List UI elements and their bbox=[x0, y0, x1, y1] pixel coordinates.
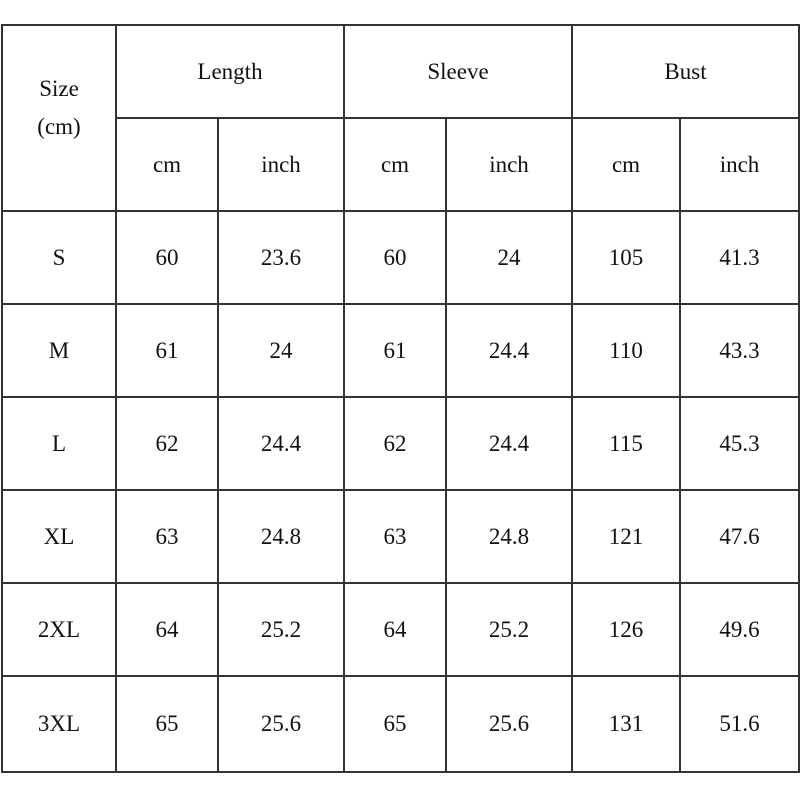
value-cell: 25.6 bbox=[217, 675, 345, 773]
value-cell: 43.3 bbox=[679, 303, 800, 398]
size-cell: L bbox=[1, 396, 117, 491]
header-row-units: cm inch cm inch cm inch bbox=[2, 117, 800, 212]
value-cell: 63 bbox=[115, 489, 219, 584]
unit-header: inch bbox=[679, 117, 800, 212]
size-cell: XL bbox=[1, 489, 117, 584]
value-cell: 64 bbox=[343, 582, 447, 677]
value-cell: 110 bbox=[571, 303, 681, 398]
value-cell: 60 bbox=[115, 210, 219, 305]
size-unit: (cm) bbox=[37, 114, 81, 139]
size-label: Size bbox=[39, 76, 79, 101]
table-row: S 60 23.6 60 24 105 41.3 bbox=[1, 210, 800, 305]
header-row-groups: Size (cm) Length Sleeve Bust bbox=[1, 24, 800, 212]
size-cell: 3XL bbox=[1, 675, 117, 773]
value-cell: 24.8 bbox=[445, 489, 573, 584]
value-cell: 45.3 bbox=[679, 396, 800, 491]
value-cell: 126 bbox=[571, 582, 681, 677]
size-chart-table: Size (cm) Length Sleeve Bust cm inch cm … bbox=[1, 24, 800, 773]
value-cell: 24.8 bbox=[217, 489, 345, 584]
value-cell: 23.6 bbox=[217, 210, 345, 305]
table-row: M 61 24 61 24.4 110 43.3 bbox=[1, 303, 800, 398]
length-header: Length bbox=[115, 24, 345, 119]
value-cell: 60 bbox=[343, 210, 447, 305]
table-row: L 62 24.4 62 24.4 115 45.3 bbox=[1, 396, 800, 491]
table-row: 2XL 64 25.2 64 25.2 126 49.6 bbox=[1, 582, 800, 677]
value-cell: 24.4 bbox=[445, 303, 573, 398]
value-cell: 105 bbox=[571, 210, 681, 305]
unit-header: cm bbox=[343, 117, 447, 212]
unit-header: inch bbox=[445, 117, 573, 212]
unit-header: cm bbox=[571, 117, 681, 212]
value-cell: 25.2 bbox=[445, 582, 573, 677]
value-cell: 25.6 bbox=[445, 675, 573, 773]
value-cell: 65 bbox=[115, 675, 219, 773]
value-cell: 24.4 bbox=[217, 396, 345, 491]
size-cell: S bbox=[1, 210, 117, 305]
value-cell: 61 bbox=[343, 303, 447, 398]
unit-header: inch bbox=[217, 117, 345, 212]
value-cell: 49.6 bbox=[679, 582, 800, 677]
value-cell: 65 bbox=[343, 675, 447, 773]
value-cell: 47.6 bbox=[679, 489, 800, 584]
size-cell: 2XL bbox=[1, 582, 117, 677]
value-cell: 115 bbox=[571, 396, 681, 491]
value-cell: 51.6 bbox=[679, 675, 800, 773]
value-cell: 24 bbox=[445, 210, 573, 305]
value-cell: 62 bbox=[343, 396, 447, 491]
table-row: XL 63 24.8 63 24.8 121 47.6 bbox=[1, 489, 800, 584]
sleeve-header: Sleeve bbox=[343, 24, 573, 119]
size-header: Size (cm) bbox=[1, 24, 117, 212]
size-cell: M bbox=[1, 303, 117, 398]
bust-header: Bust bbox=[571, 24, 800, 119]
value-cell: 61 bbox=[115, 303, 219, 398]
value-cell: 24.4 bbox=[445, 396, 573, 491]
value-cell: 121 bbox=[571, 489, 681, 584]
value-cell: 62 bbox=[115, 396, 219, 491]
value-cell: 24 bbox=[217, 303, 345, 398]
value-cell: 63 bbox=[343, 489, 447, 584]
value-cell: 25.2 bbox=[217, 582, 345, 677]
value-cell: 131 bbox=[571, 675, 681, 773]
value-cell: 64 bbox=[115, 582, 219, 677]
table-row: 3XL 65 25.6 65 25.6 131 51.6 bbox=[1, 675, 800, 773]
unit-header: cm bbox=[115, 117, 219, 212]
value-cell: 41.3 bbox=[679, 210, 800, 305]
